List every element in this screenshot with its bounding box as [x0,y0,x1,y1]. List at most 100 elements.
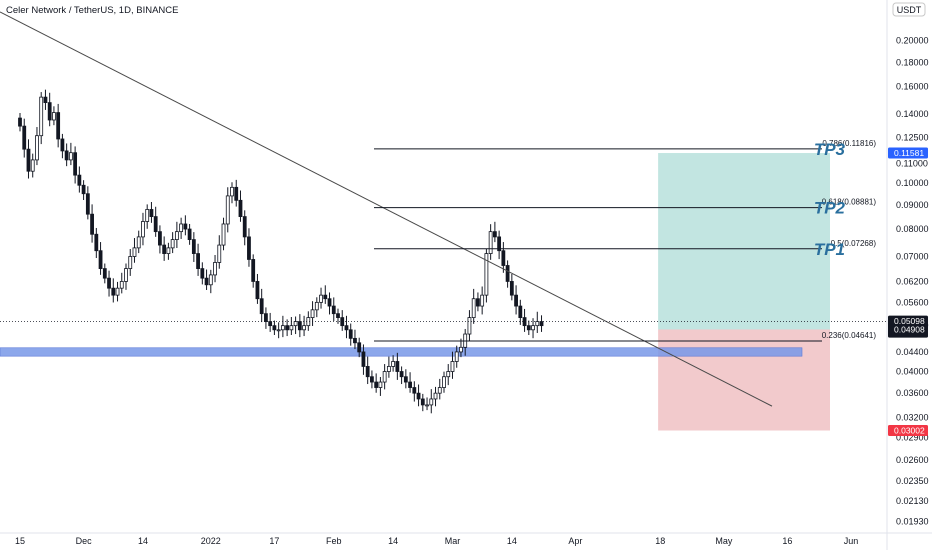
candle-body [285,325,290,331]
candle-body [204,277,209,286]
candle-body [429,398,434,406]
y-tick-label: 0.16000 [896,82,929,92]
candle-body [90,213,94,235]
price-tag-label: 0.04908 [894,324,925,334]
stop-zone [658,329,830,431]
candle-body [476,298,480,307]
x-tick-label: Mar [445,536,461,546]
y-tick-label: 0.06200 [896,276,929,286]
y-tick-label: 0.01930 [896,516,929,526]
fib-level-label: 0.786(0.11816) [822,139,876,148]
candle-body [47,102,52,121]
candle-body [353,337,357,344]
candle-body [85,193,90,215]
y-tick-label: 0.07000 [896,251,929,261]
candle-body [107,277,111,289]
candle-body [179,223,184,233]
candle-body [77,174,82,186]
candle-body [213,262,217,276]
y-tick-label: 0.02350 [896,476,929,486]
candle-body [22,125,27,150]
candle-body [153,216,158,233]
candle-body [230,186,234,197]
candle-body [539,321,544,327]
candle-body [196,253,200,269]
candle-body [221,223,226,246]
currency-badge-label: USDT [897,5,922,15]
fib-level-label: 0.5(0.07268) [831,239,877,248]
candle-body [149,209,154,217]
candle-body [111,287,116,296]
candle-body [187,228,192,240]
support-zone [0,347,803,357]
candle-body [365,366,370,378]
candle-body [251,259,256,282]
candle-body [425,404,429,407]
candle-body [374,381,379,388]
candle-body [280,325,285,331]
trendline [0,11,773,407]
candle-body [433,392,438,400]
candle-body [162,244,167,254]
fib-level-label: 0.618(0.08881) [822,198,877,207]
candle-body [382,371,387,383]
candle-body [225,195,230,225]
candle-body [238,199,243,217]
candle-body [81,184,86,195]
price-tag-label: 0.05098 [894,316,925,326]
candle-body [336,313,340,318]
x-tick-label: Feb [326,536,342,546]
candle-body [391,361,396,367]
x-tick-label: 18 [655,536,665,546]
candle-body [314,301,319,311]
candle-body [264,313,268,322]
x-tick-label: 14 [388,536,398,546]
y-tick-label: 0.02900 [896,433,929,443]
candle-body [420,398,425,406]
currency-badge[interactable]: USDT [892,2,926,17]
candle-body [272,325,277,331]
candle-body [302,325,306,331]
candle-body [344,325,349,331]
candle-body [259,298,264,315]
candle-layer [18,89,544,414]
y-tick-label: 0.09000 [896,200,929,210]
candle-body [191,239,196,254]
candle-body [255,281,260,300]
candle-body [52,112,56,121]
x-tick-label: May [715,536,733,546]
candle-body [30,159,35,172]
x-tick-label: Jun [844,536,859,546]
y-tick-label: 0.14000 [896,109,929,119]
candle-body [124,268,128,282]
y-tick-label: 0.02600 [896,455,929,465]
x-tick-label: 17 [269,536,279,546]
candle-body [60,138,65,152]
candle-body [56,112,61,140]
candle-body [522,317,527,327]
candle-body [492,231,497,238]
candle-body [43,96,48,104]
candle-body [102,268,107,279]
y-tick-label: 0.12500 [896,132,929,142]
candle-body [357,342,362,353]
y-tick-label: 0.18000 [896,57,929,67]
candle-body [145,209,150,222]
price-tag [888,147,928,159]
candle-body [501,250,506,266]
candle-body [174,231,179,240]
y-tick-label: 0.03200 [896,412,929,422]
candle-body [170,239,175,249]
drawing-layer: 0.786(0.11816) 0.618(0.08881) 0.5(0.07268)… [0,11,886,407]
candle-body [327,298,332,307]
candle-body [297,321,302,331]
y-tick-label: 0.10000 [896,178,929,188]
candle-body [39,96,44,137]
candle-body [471,298,476,318]
candle-body [208,274,213,286]
price-tag-label: 0.11581 [894,148,924,158]
candle-body [323,294,328,300]
